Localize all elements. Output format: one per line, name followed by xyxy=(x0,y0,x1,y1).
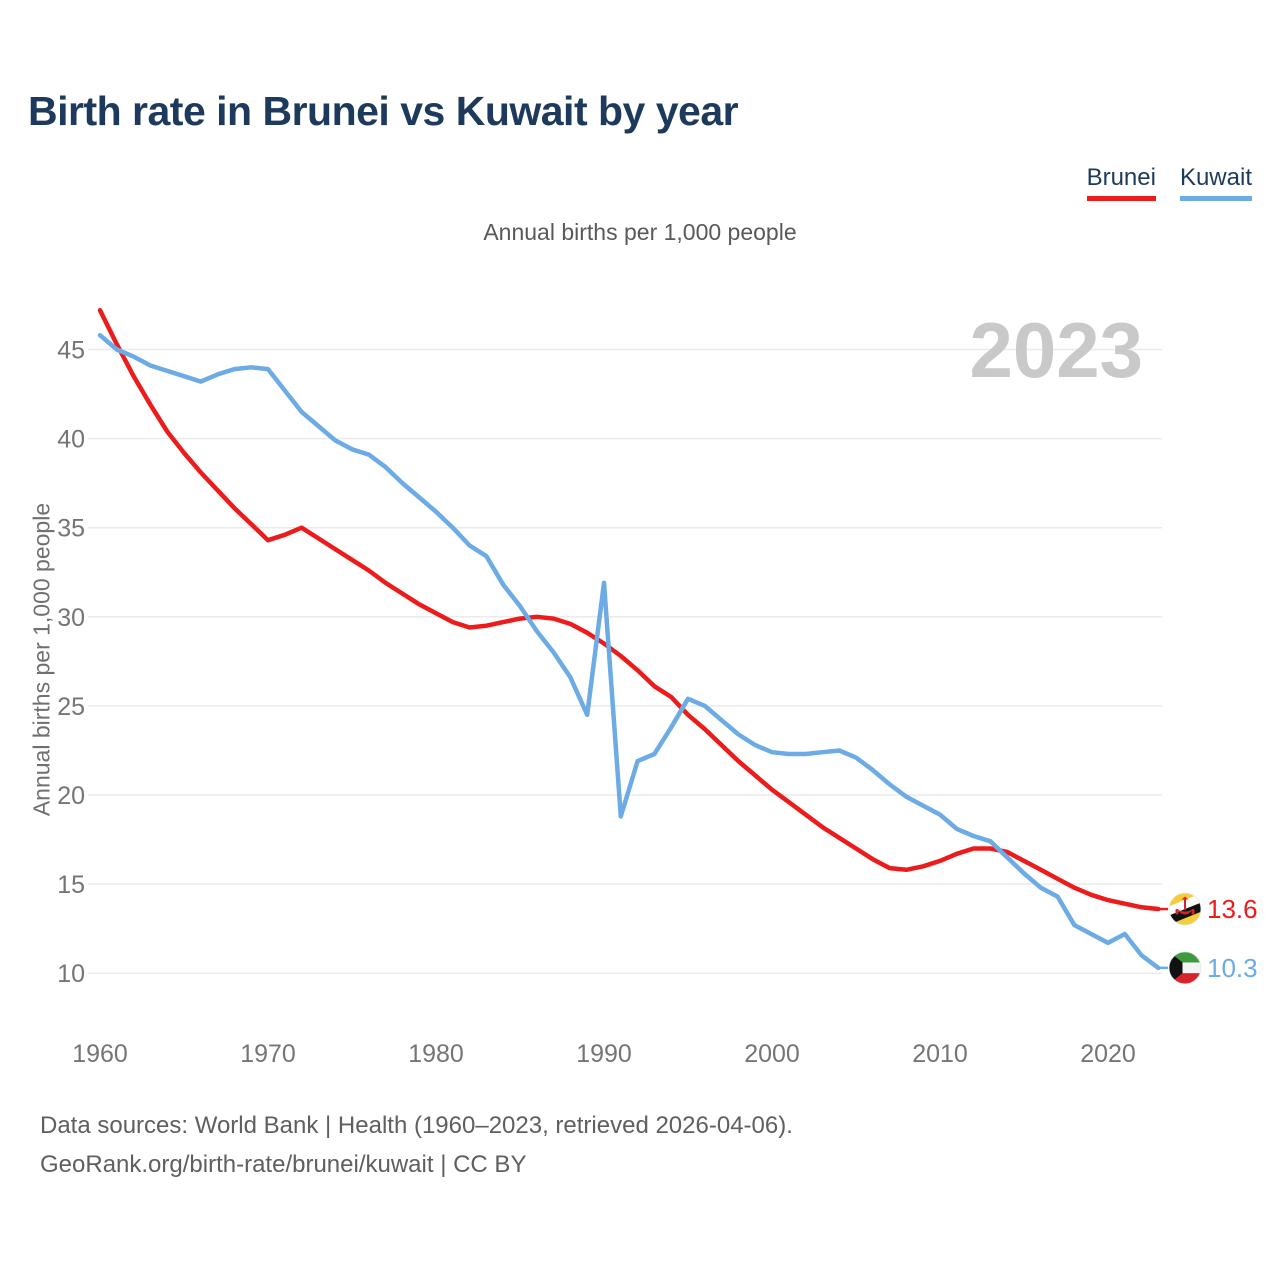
page-title: Birth rate in Brunei vs Kuwait by year xyxy=(28,88,739,134)
brunei-line xyxy=(97,308,1161,912)
x-tick-label: 1970 xyxy=(240,1040,296,1068)
y-tick-label: 30 xyxy=(57,604,85,632)
gridlines xyxy=(88,348,1162,974)
legend: Brunei Kuwait xyxy=(1086,164,1252,201)
y-tick-label: 10 xyxy=(57,960,85,988)
legend-item-brunei[interactable]: Brunei xyxy=(1086,164,1156,201)
series-end-labels: 13.6 10.3 xyxy=(1160,892,1258,985)
footer: Data sources: World Bank | Health (1960–… xyxy=(40,1106,793,1184)
end-label-value: 13.6 xyxy=(1207,894,1258,924)
brunei-end-label: 13.6 xyxy=(1160,892,1258,926)
kuwait-flag-icon xyxy=(1168,951,1202,985)
x-tick-label: 1980 xyxy=(408,1040,464,1068)
end-label-value: 10.3 xyxy=(1207,953,1258,983)
y-axis-ticks: 10 15 20 25 30 35 40 45 xyxy=(57,337,85,989)
footer-attribution: GeoRank.org/birth-rate/brunei/kuwait | C… xyxy=(40,1151,527,1178)
series-lines xyxy=(97,308,1161,971)
y-tick-label: 25 xyxy=(57,693,85,721)
watermark-year: 2023 xyxy=(969,306,1143,394)
chart-subtitle: Annual births per 1,000 people xyxy=(483,219,797,245)
y-tick-label: 35 xyxy=(57,515,85,543)
kuwait-line xyxy=(97,332,1161,971)
x-tick-label: 2020 xyxy=(1080,1040,1136,1068)
x-tick-label: 2000 xyxy=(744,1040,800,1068)
legend-item-kuwait[interactable]: Kuwait xyxy=(1179,164,1252,201)
footer-sources: Data sources: World Bank | Health (1960–… xyxy=(40,1112,793,1139)
y-tick-label: 45 xyxy=(57,337,85,365)
x-tick-label: 1960 xyxy=(72,1040,128,1068)
y-tick-label: 20 xyxy=(57,782,85,810)
x-tick-label: 2010 xyxy=(912,1040,968,1068)
brunei-flag-icon xyxy=(1161,892,1208,926)
y-tick-label: 40 xyxy=(57,426,85,454)
kuwait-end-label: 10.3 xyxy=(1160,951,1258,985)
x-tick-label: 1990 xyxy=(576,1040,632,1068)
y-tick-label: 15 xyxy=(57,871,85,899)
x-axis-ticks: 1960 1970 1980 1990 2000 2010 2020 xyxy=(72,1040,1136,1068)
